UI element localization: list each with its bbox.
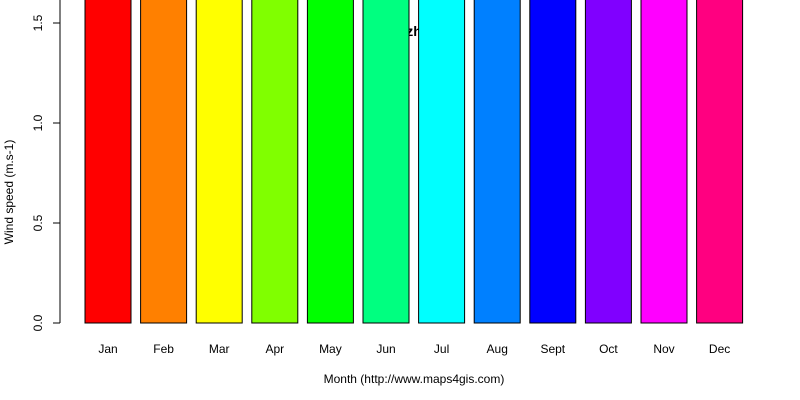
bar-apr [251,0,299,324]
x-tick-label: Jul [434,342,449,356]
x-tick-label: Oct [599,342,618,356]
x-axis-tick-labels: Jan Feb Mar Apr May Jun Jul Aug Sept Oct Nov Dec [98,342,730,356]
x-tick-label: Nov [653,342,674,356]
y-axis-ticks: 0.00.51.01.52.02.5 [31,14,60,331]
x-tick-label: Jan [98,342,117,356]
bar-sept [529,0,577,324]
y-tick-label: 1.5 [31,14,45,31]
bar-dec [696,0,744,324]
x-tick-label: Aug [487,342,508,356]
x-tick-label: Sept [540,342,565,356]
x-tick-label: May [319,342,342,356]
x-tick-label: Feb [153,342,174,356]
x-tick-label: Mar [209,342,230,356]
bars-group [84,0,744,324]
bar-feb [140,0,188,324]
bar-jul [418,0,466,324]
x-tick-label: Apr [265,342,284,356]
x-tick-label: Jun [376,342,395,356]
x-tick-label: Dec [709,342,730,356]
bar-oct [584,0,632,324]
bar-mar [195,0,243,324]
bar-jan [84,0,132,324]
y-axis-label: Wind speed (m.s-1) [2,140,16,245]
y-tick-label: 1.0 [31,114,45,131]
bar-may [306,0,354,324]
y-tick-label: 0.0 [31,314,45,331]
bar-aug [473,0,521,324]
y-tick-label: 0.5 [31,214,45,231]
bar-jun [362,0,410,324]
x-axis-label: Month (http://www.maps4gis.com) [324,372,505,386]
bar-nov [640,0,688,324]
